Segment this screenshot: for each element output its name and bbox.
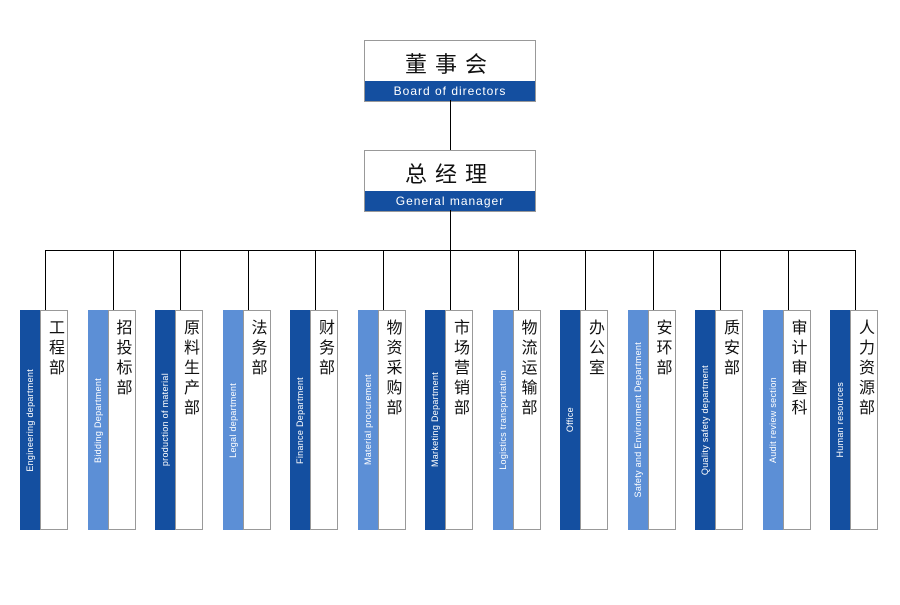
dept-cn-box: 财务部 [310,310,338,530]
dept-cn-box: 原料生产部 [175,310,203,530]
dept-4: Finance Department 财务部 [290,310,338,530]
dept-en-label: Quality safety department [700,365,710,475]
dept-11: Audit review section 审计审查科 [763,310,811,530]
dept-cn-box: 物流运输部 [513,310,541,530]
dept-cn-label: 安环部 [650,319,674,379]
dept-cn-label: 物资采购部 [380,319,404,419]
connector-line [113,250,114,310]
connector-line [450,100,451,150]
dept-8: Office 办公室 [560,310,608,530]
dept-0: Engineering department 工程部 [20,310,68,530]
dept-en-bar: production of material [155,310,175,530]
connector-line [315,250,316,310]
connector-line [45,250,46,310]
dept-en-bar: Safety and Environment Department [628,310,648,530]
connector-line [450,210,451,250]
dept-en-label: Safety and Environment Department [633,342,643,497]
connector-line [653,250,654,310]
dept-cn-box: 安环部 [648,310,676,530]
org-node-en: General manager [365,191,535,211]
dept-en-bar: Marketing Department [425,310,445,530]
dept-3: Legal department 法务部 [223,310,271,530]
dept-cn-box: 市场营销部 [445,310,473,530]
connector-line [180,250,181,310]
dept-cn-label: 法务部 [245,319,269,379]
dept-cn-box: 人力资源部 [850,310,878,530]
connector-line [855,250,856,310]
dept-en-label: Audit review section [768,377,778,463]
connector-line [518,250,519,310]
dept-cn-label: 市场营销部 [447,319,471,419]
dept-cn-label: 招投标部 [110,319,134,399]
dept-en-bar: Human resources [830,310,850,530]
dept-7: Logistics transportation 物流运输部 [493,310,541,530]
dept-en-label: Bidding Department [93,378,103,463]
dept-cn-label: 人力资源部 [852,319,876,419]
dept-en-bar: Logistics transportation [493,310,513,530]
dept-en-label: Legal department [228,383,238,458]
dept-2: production of material 原料生产部 [155,310,203,530]
dept-en-bar: Material procurement [358,310,378,530]
dept-en-label: Finance Department [295,377,305,464]
dept-en-label: Engineering department [25,369,35,472]
dept-cn-box: 质安部 [715,310,743,530]
org-node-cn: 董事会 [365,41,535,81]
dept-12: Human resources 人力资源部 [830,310,878,530]
connector-line [248,250,249,310]
dept-cn-label: 物流运输部 [515,319,539,419]
dept-cn-label: 审计审查科 [785,319,809,419]
dept-en-bar: Engineering department [20,310,40,530]
dept-10: Quality safety department 质安部 [695,310,743,530]
dept-1: Bidding Department 招投标部 [88,310,136,530]
dept-en-label: Human resources [835,382,845,458]
dept-en-bar: Quality safety department [695,310,715,530]
dept-cn-label: 财务部 [312,319,336,379]
dept-9: Safety and Environment Department 安环部 [628,310,676,530]
org-node-cn: 总经理 [365,151,535,191]
dept-en-label: Material procurement [363,374,373,465]
dept-cn-label: 工程部 [42,319,66,379]
dept-en-bar: Audit review section [763,310,783,530]
org-node-gm: 总经理General manager [364,150,536,212]
dept-en-label: production of material [160,373,170,466]
connector-line [788,250,789,310]
org-node-board: 董事会Board of directors [364,40,536,102]
dept-en-bar: Finance Department [290,310,310,530]
dept-en-label: Logistics transportation [498,370,508,470]
dept-cn-box: 招投标部 [108,310,136,530]
connector-line [450,250,451,310]
dept-5: Material procurement 物资采购部 [358,310,406,530]
dept-cn-box: 物资采购部 [378,310,406,530]
dept-en-bar: Legal department [223,310,243,530]
connector-line [585,250,586,310]
dept-cn-box: 法务部 [243,310,271,530]
dept-6: Marketing Department 市场营销部 [425,310,473,530]
connector-line [720,250,721,310]
dept-cn-label: 办公室 [582,319,606,379]
dept-cn-label: 质安部 [717,319,741,379]
dept-cn-box: 审计审查科 [783,310,811,530]
dept-en-bar: Office [560,310,580,530]
dept-en-bar: Bidding Department [88,310,108,530]
dept-cn-box: 工程部 [40,310,68,530]
dept-cn-label: 原料生产部 [177,319,201,419]
dept-cn-box: 办公室 [580,310,608,530]
dept-en-label: Office [565,407,575,432]
org-node-en: Board of directors [365,81,535,101]
connector-line [383,250,384,310]
dept-en-label: Marketing Department [430,372,440,467]
